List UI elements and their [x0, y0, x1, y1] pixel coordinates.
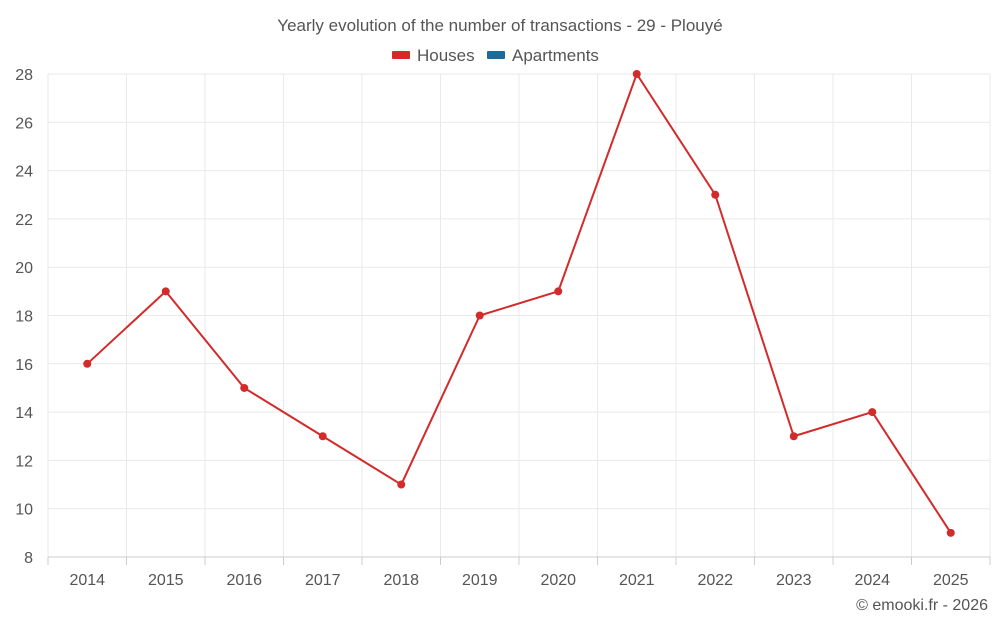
- x-tick-label: 2016: [226, 572, 262, 589]
- grid: [47, 73, 991, 557]
- data-point[interactable]: [554, 287, 563, 296]
- legend-label-apartments: Apartments: [512, 46, 599, 65]
- x-tick-label: 2024: [854, 572, 890, 589]
- y-tick-label: 12: [15, 453, 33, 470]
- data-point[interactable]: [240, 383, 249, 392]
- legend-label-houses: Houses: [417, 46, 475, 65]
- x-tick-label: 2015: [148, 572, 184, 589]
- x-axis: 2014 2015 2016 2017 2018 2019 2020 2021 2022 2023…: [47, 556, 991, 589]
- y-axis: 8 10 12 14 16 18 20 22 24 26 28: [15, 67, 33, 567]
- credit-text: © emooki.fr - 2026: [856, 597, 988, 614]
- data-point[interactable]: [789, 432, 798, 441]
- y-tick-label: 24: [15, 164, 33, 181]
- data-point[interactable]: [868, 408, 877, 417]
- y-tick-label: 20: [15, 260, 33, 277]
- data-point[interactable]: [711, 190, 720, 199]
- x-tick-label: 2018: [383, 572, 419, 589]
- data-point[interactable]: [161, 287, 170, 296]
- x-tick-label: 2019: [462, 572, 498, 589]
- legend-item-apartments[interactable]: Apartments: [487, 46, 599, 65]
- x-tick-label: 2020: [540, 572, 576, 589]
- x-tick-label: 2025: [933, 572, 969, 589]
- x-tick-label: 2022: [697, 572, 733, 589]
- x-tick-label: 2023: [776, 572, 812, 589]
- data-point[interactable]: [318, 432, 327, 441]
- y-tick-label: 26: [15, 115, 33, 132]
- legend: Houses Apartments: [392, 46, 599, 65]
- data-point[interactable]: [632, 70, 641, 78]
- y-tick-label: 22: [15, 212, 33, 229]
- y-tick-label: 28: [15, 67, 33, 84]
- data-point[interactable]: [946, 528, 955, 537]
- legend-swatch-apartments: [487, 51, 505, 59]
- x-tick-label: 2021: [619, 572, 655, 589]
- y-tick-label: 8: [24, 550, 33, 567]
- series-line-houses: [86, 73, 952, 534]
- legend-swatch-houses: [392, 51, 410, 59]
- series-houses: [83, 70, 955, 537]
- data-point[interactable]: [83, 359, 92, 368]
- y-tick-label: 10: [15, 502, 33, 519]
- chart-title: Yearly evolution of the number of transa…: [277, 16, 722, 35]
- data-point[interactable]: [475, 311, 484, 320]
- data-point[interactable]: [397, 480, 406, 489]
- x-tick-label: 2017: [305, 572, 341, 589]
- legend-item-houses[interactable]: Houses: [392, 46, 475, 65]
- y-tick-label: 14: [15, 405, 33, 422]
- y-tick-label: 18: [15, 309, 33, 326]
- y-tick-label: 16: [15, 357, 33, 374]
- x-tick-label: 2014: [69, 572, 105, 589]
